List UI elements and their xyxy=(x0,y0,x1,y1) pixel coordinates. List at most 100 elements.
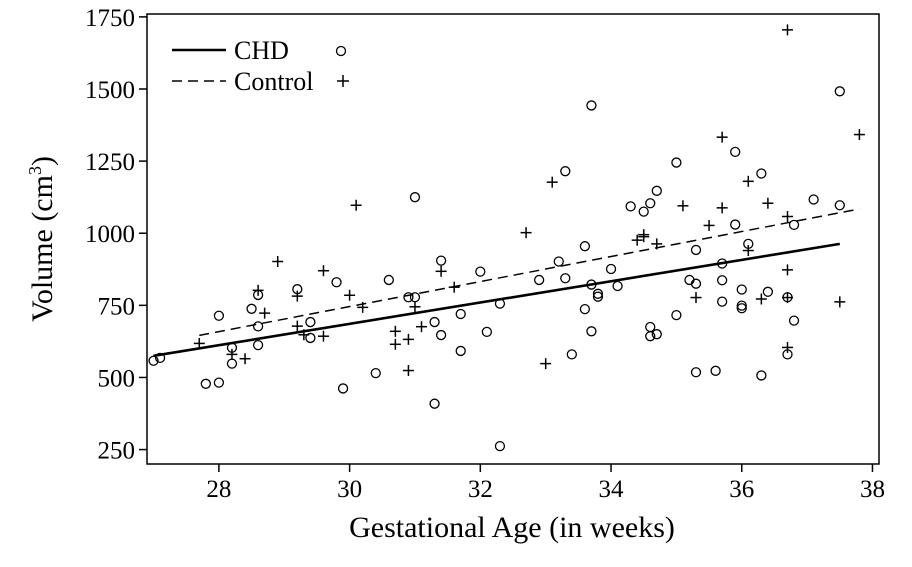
point-chd-57 xyxy=(690,367,702,378)
point-chd-12 xyxy=(305,332,316,344)
point-control-40 xyxy=(782,264,793,276)
point-chd-74 xyxy=(788,315,800,326)
y-tick-label-1750: 1750 xyxy=(85,5,135,32)
legend-marker-chd xyxy=(335,45,347,57)
point-chd-18 xyxy=(403,292,414,303)
point-control-5 xyxy=(272,256,284,267)
x-axis: 28 30 32 34 36 38 xyxy=(206,464,885,503)
point-control-42 xyxy=(782,341,793,353)
y-axis-title: Volume (cm3) xyxy=(25,156,59,322)
point-control-25 xyxy=(631,234,643,246)
x-tick-label-34: 34 xyxy=(599,476,625,503)
point-control-21 xyxy=(448,281,460,293)
point-chd-34 xyxy=(560,273,571,284)
point-control-34 xyxy=(742,175,754,187)
point-chd-2 xyxy=(200,378,211,389)
point-control-23 xyxy=(540,358,552,370)
point-control-31 xyxy=(703,219,715,231)
point-chd-19 xyxy=(409,292,421,303)
point-chd-58 xyxy=(710,365,721,376)
point-chd-61 xyxy=(716,296,728,307)
point-control-28 xyxy=(651,238,663,250)
point-chd-42 xyxy=(592,291,604,302)
point-chd-75 xyxy=(808,194,819,205)
point-chd-56 xyxy=(690,278,702,289)
point-chd-32 xyxy=(553,256,564,267)
point-control-18 xyxy=(409,301,421,313)
point-control-12 xyxy=(350,199,362,211)
point-chd-26 xyxy=(455,345,466,357)
y-tick-label-1250: 1250 xyxy=(85,149,135,176)
point-control-16 xyxy=(402,365,414,377)
point-chd-15 xyxy=(337,383,349,394)
point-control-4 xyxy=(259,307,271,319)
fit-lines xyxy=(153,208,860,358)
point-chd-37 xyxy=(579,303,591,315)
plot-frame xyxy=(146,13,880,465)
point-control-37 xyxy=(762,197,774,209)
point-chd-36 xyxy=(579,241,591,252)
point-control-27 xyxy=(638,231,650,243)
point-chd-22 xyxy=(429,316,440,328)
point-chd-73 xyxy=(788,219,800,231)
point-control-43 xyxy=(834,296,846,308)
point-chd-52 xyxy=(671,157,682,168)
legend-label-chd: CHD xyxy=(234,36,289,65)
legend-marker-control xyxy=(337,75,349,87)
point-chd-17 xyxy=(383,274,394,286)
point-chd-69 xyxy=(756,370,767,381)
point-control-3 xyxy=(252,284,264,296)
point-chd-70 xyxy=(762,286,774,297)
point-chd-62 xyxy=(730,219,741,230)
y-axis-title-close: ) xyxy=(26,156,59,166)
point-control-39 xyxy=(782,211,793,222)
point-chd-60 xyxy=(716,258,728,269)
point-chd-14 xyxy=(331,277,342,288)
point-chd-40 xyxy=(586,100,597,111)
point-chd-50 xyxy=(651,185,662,196)
y-tick-label-250: 250 xyxy=(98,438,136,465)
point-control-35 xyxy=(742,245,754,257)
point-control-20 xyxy=(435,265,447,277)
point-chd-46 xyxy=(638,206,649,217)
point-chd-51 xyxy=(651,329,662,340)
point-chd-3 xyxy=(213,377,225,388)
data-markers xyxy=(148,24,865,452)
y-tick-label-1500: 1500 xyxy=(85,77,135,104)
point-control-10 xyxy=(317,265,329,277)
x-tick-label-36: 36 xyxy=(729,476,754,503)
x-axis-title: Gestational Age (in weeks) xyxy=(349,511,675,544)
point-chd-27 xyxy=(475,266,486,277)
point-control-32 xyxy=(716,131,728,143)
point-chd-77 xyxy=(834,200,845,211)
point-chd-55 xyxy=(690,244,702,256)
y-axis: 250 500 750 1000 1250 1500 1750 xyxy=(85,5,147,465)
point-control-17 xyxy=(402,333,414,345)
point-chd-24 xyxy=(435,255,447,266)
point-chd-7 xyxy=(246,303,257,314)
point-control-1 xyxy=(226,348,238,360)
y-tick-label-750: 750 xyxy=(98,293,136,320)
point-chd-9 xyxy=(252,321,264,332)
point-chd-6 xyxy=(226,358,238,369)
point-control-7 xyxy=(291,290,303,302)
point-chd-0 xyxy=(148,355,159,366)
point-chd-35 xyxy=(566,349,577,360)
point-control-2 xyxy=(239,353,251,365)
point-control-13 xyxy=(357,301,369,313)
y-tick-label-500: 500 xyxy=(98,365,136,392)
point-control-24 xyxy=(546,176,558,188)
point-chd-25 xyxy=(455,308,466,320)
y-axis-title-main: Volume (cm xyxy=(26,175,59,322)
point-control-41 xyxy=(782,292,793,304)
legend-label-control: Control xyxy=(234,67,313,96)
x-tick-label-38: 38 xyxy=(860,476,885,503)
point-control-19 xyxy=(416,321,427,333)
point-control-29 xyxy=(677,200,689,212)
point-chd-20 xyxy=(409,192,421,203)
point-control-22 xyxy=(520,227,532,239)
x-tick-label-32: 32 xyxy=(468,476,493,503)
point-control-6 xyxy=(291,320,303,332)
point-chd-43 xyxy=(605,263,617,275)
